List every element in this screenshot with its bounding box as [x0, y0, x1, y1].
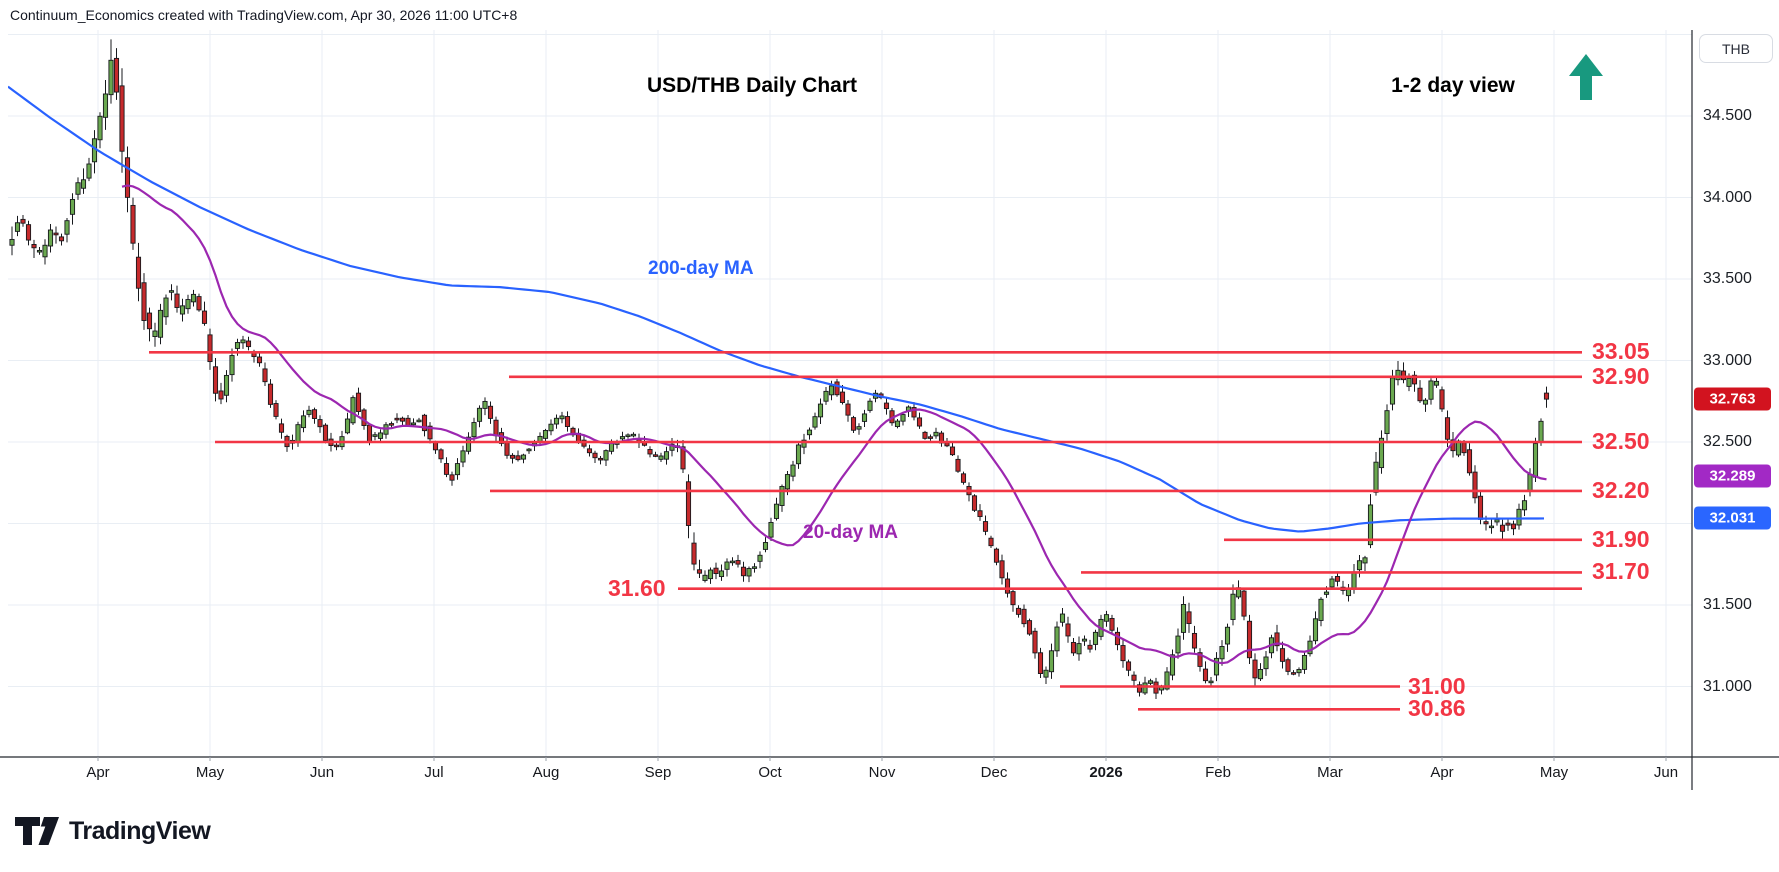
level-label-30_86: 30.86 — [1408, 695, 1466, 722]
x-axis-month-label[interactable]: Apr — [1430, 764, 1454, 781]
x-axis-month-label[interactable]: Oct — [758, 764, 782, 781]
level-label-32_50: 32.50 — [1592, 427, 1650, 454]
x-axis-month-label[interactable]: Mar — [1317, 764, 1343, 781]
level-label-33_05: 33.05 — [1592, 338, 1650, 365]
ma200-label: 200-day MA — [648, 258, 754, 279]
level-label-31_90: 31.90 — [1592, 525, 1650, 552]
y-axis-price-label[interactable]: 31.500 — [1703, 596, 1752, 613]
level-label-31_60: 31.60 — [608, 574, 666, 601]
level-label-32_20: 32.20 — [1592, 476, 1650, 503]
tradingview-logo: TradingView — [14, 816, 211, 846]
x-axis-month-label[interactable]: Dec — [980, 764, 1008, 781]
x-axis-month-label[interactable]: Aug — [532, 764, 560, 781]
x-axis-month-label[interactable]: Feb — [1205, 764, 1231, 781]
x-axis-month-label[interactable]: May — [195, 764, 225, 781]
x-axis-month-label[interactable]: 2026 — [1089, 764, 1123, 781]
ma20-label: 20-day MA — [803, 522, 899, 543]
y-axis-price-label[interactable]: 31.000 — [1703, 677, 1752, 695]
attribution-text: Continuum_Economics created with Trading… — [10, 7, 518, 23]
x-axis-month-label[interactable]: Jun — [1653, 764, 1679, 781]
y-axis-price-label[interactable]: 32.500 — [1703, 433, 1752, 450]
x-axis-month-label[interactable]: Sep — [644, 764, 672, 781]
currency-button[interactable]: THB — [1699, 34, 1773, 63]
y-axis-price-label[interactable]: 34.000 — [1703, 188, 1752, 206]
level-label-32_90: 32.90 — [1592, 362, 1650, 389]
y-axis-price-label[interactable]: 34.500 — [1703, 107, 1752, 124]
x-axis-month-label[interactable]: May — [1539, 764, 1569, 781]
x-axis-month-label[interactable]: Jul — [424, 764, 444, 781]
view-note: 1-2 day view — [1391, 74, 1515, 97]
tradingview-logo-text: TradingView — [69, 816, 211, 845]
x-axis-month-label[interactable]: Apr — [86, 764, 110, 781]
level-label-31_70: 31.70 — [1592, 558, 1650, 585]
up-arrow-icon — [1569, 54, 1603, 100]
y-axis-price-label[interactable]: 33.500 — [1703, 270, 1752, 287]
price-badge-32_763: 32.763 — [1694, 387, 1771, 411]
y-axis-price-label[interactable]: 33.000 — [1703, 351, 1752, 369]
chart-title: USD/THB Daily Chart — [646, 74, 858, 97]
price-badge-32_289: 32.289 — [1694, 464, 1771, 488]
level-label-31_00: 31.00 — [1408, 672, 1466, 699]
tradingview-logo-icon — [15, 817, 59, 845]
x-axis-month-label[interactable]: Nov — [868, 764, 896, 781]
price-badge-32_031: 32.031 — [1694, 506, 1771, 530]
x-axis-month-label[interactable]: Jun — [309, 764, 335, 781]
